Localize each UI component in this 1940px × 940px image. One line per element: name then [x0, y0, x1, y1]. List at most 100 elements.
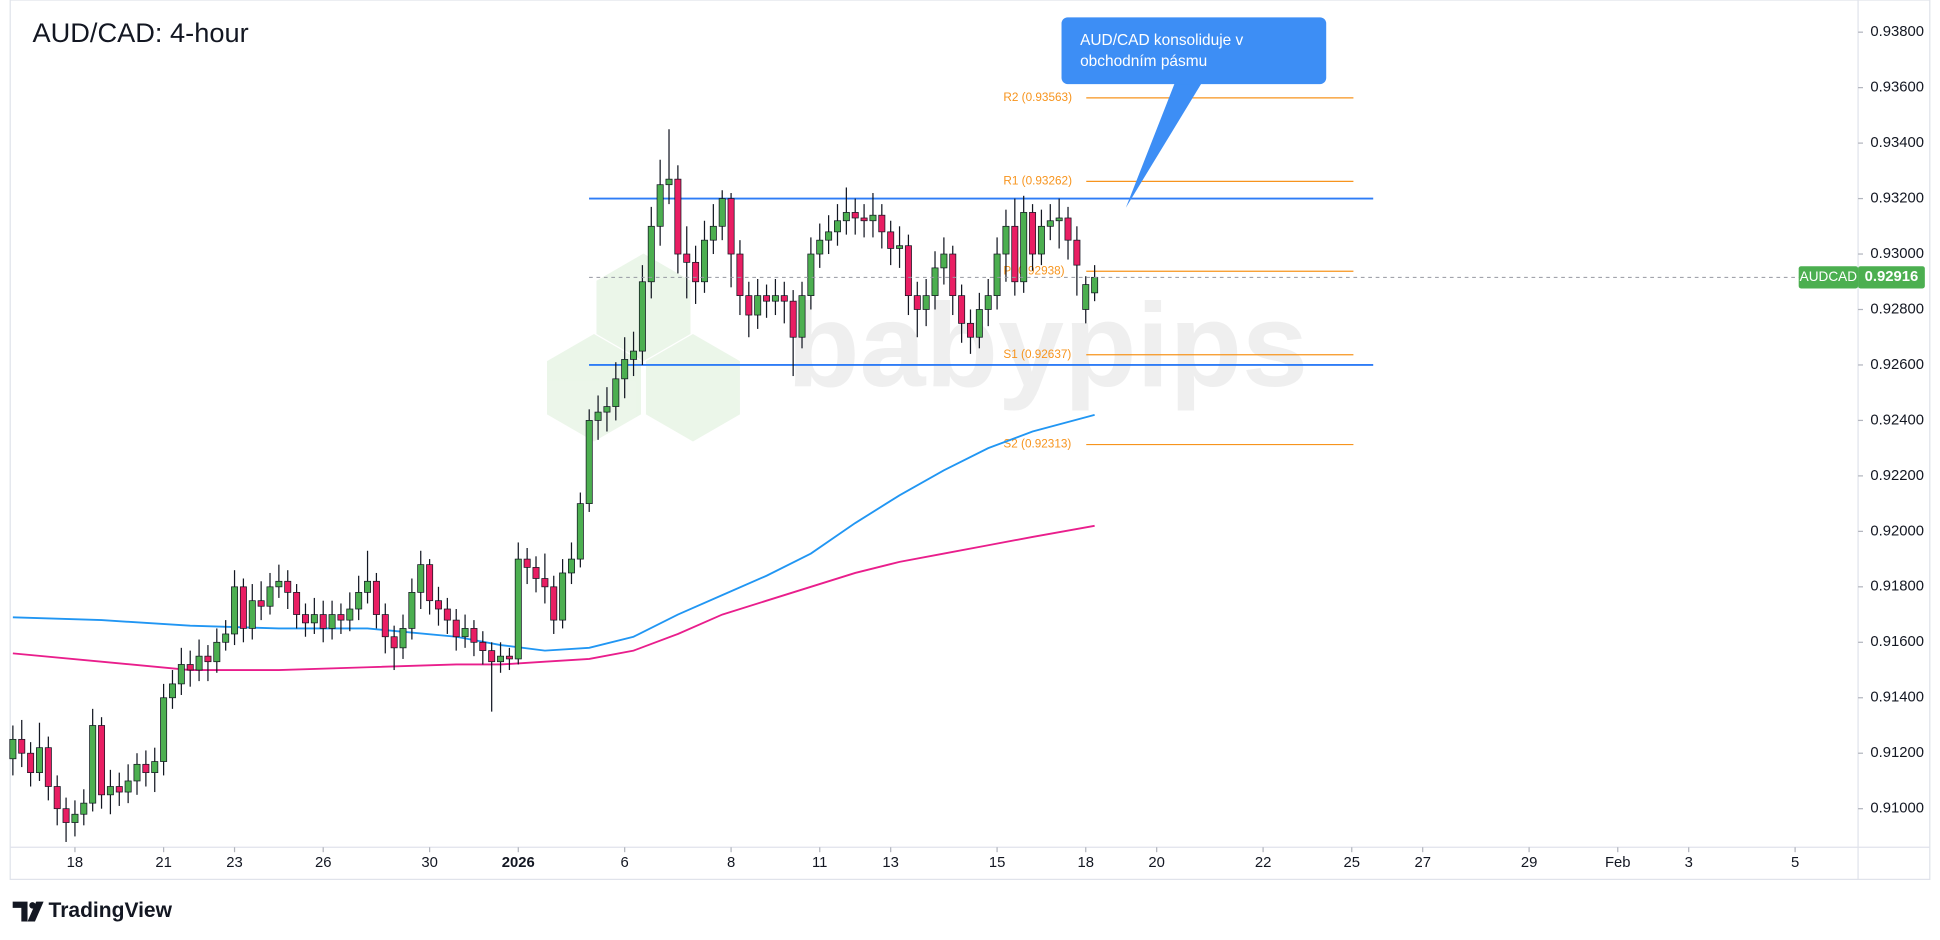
- y-tick-label: 0.91000: [1870, 801, 1924, 817]
- candle-body: [461, 628, 469, 638]
- x-tick-label: 5: [1791, 855, 1799, 871]
- candle-body: [967, 322, 974, 338]
- x-tick-label: 26: [315, 855, 332, 871]
- candle-body: [754, 295, 762, 316]
- candle-body: [168, 683, 176, 699]
- candle-body: [559, 572, 567, 621]
- candle-body: [1011, 225, 1019, 283]
- candle-body: [399, 628, 407, 649]
- x-tick-label: 2026: [502, 855, 535, 871]
- candle-body: [328, 614, 336, 629]
- y-tick-label: 0.92000: [1870, 523, 1924, 539]
- candle-body: [80, 802, 88, 815]
- candle-body: [435, 600, 442, 610]
- callout-box: [1061, 17, 1327, 85]
- candle-body: [630, 350, 638, 360]
- frame: [9, 0, 1931, 881]
- candle-body: [869, 214, 877, 222]
- callout-text: AUD/CAD konsoliduje v: [1080, 32, 1243, 49]
- y-tick-label: 0.92400: [1870, 412, 1924, 428]
- candle-body: [257, 600, 265, 607]
- candle-body: [177, 664, 185, 685]
- candle-body: [470, 628, 478, 643]
- chart-title: AUD/CAD: 4-hour: [32, 17, 248, 48]
- candle-body: [1029, 212, 1037, 255]
- callout-text: obchodním pásmu: [1080, 53, 1207, 70]
- x-tick-label: 25: [1344, 855, 1361, 871]
- candle-body: [302, 614, 309, 624]
- candle-body: [834, 220, 841, 233]
- candle-body: [638, 281, 646, 352]
- price-tag-name: AUDCAD: [1800, 269, 1858, 284]
- candle-body: [550, 586, 558, 621]
- candle-body: [35, 747, 43, 774]
- candle-body: [940, 253, 948, 269]
- candle-body: [505, 655, 513, 660]
- x-tick-label: 13: [882, 855, 899, 871]
- candle-body: [576, 503, 584, 560]
- candle-body: [266, 586, 274, 607]
- candle-body: [807, 253, 815, 297]
- candle-body: [151, 761, 159, 774]
- x-tick-label: 22: [1255, 855, 1271, 871]
- y-tick-label: 0.93600: [1870, 80, 1924, 96]
- y-tick-label: 0.91400: [1870, 690, 1924, 706]
- candle-body: [665, 178, 673, 186]
- y-tick-label: 0.91200: [1870, 745, 1924, 761]
- candle-body: [780, 295, 788, 302]
- candle-body: [186, 664, 194, 671]
- candle-body: [115, 786, 123, 793]
- candle-body: [656, 184, 664, 227]
- candle-body: [727, 198, 735, 255]
- watermark-cube: [645, 333, 740, 442]
- candle-body: [568, 558, 575, 574]
- candle-body: [390, 636, 398, 649]
- watermark-cube: [547, 333, 641, 442]
- candle-body: [931, 267, 939, 297]
- y-tick-label: 0.92800: [1870, 301, 1924, 317]
- x-tick-label: 18: [1078, 855, 1095, 871]
- candle-body: [621, 359, 629, 380]
- candle-body: [452, 619, 460, 638]
- x-tick-label: 18: [67, 855, 84, 871]
- candle-body: [62, 808, 70, 823]
- candle-body: [284, 580, 292, 593]
- candle-body: [585, 420, 593, 504]
- candle-body: [53, 786, 61, 810]
- candle-body: [222, 633, 230, 643]
- candle-body: [1037, 225, 1045, 255]
- candle-body: [160, 697, 168, 762]
- candle-body: [913, 295, 921, 310]
- candle-body: [1020, 212, 1028, 283]
- candle-body: [248, 600, 256, 629]
- candle-body: [355, 592, 363, 610]
- candle-body: [426, 564, 434, 602]
- footer-brand: TradingView: [49, 899, 173, 922]
- pivot-label: R1 (0.93262): [1003, 174, 1072, 187]
- candle-body: [904, 245, 912, 297]
- x-tick-label: 20: [1148, 855, 1165, 871]
- candle-body: [993, 253, 1001, 297]
- candle-body: [860, 217, 868, 222]
- candle-body: [239, 586, 247, 629]
- x-tick-label: Feb: [1605, 855, 1631, 871]
- callout: AUD/CAD konsoliduje v obchodním pásmu: [1061, 17, 1327, 208]
- x-tick-label: 3: [1685, 855, 1693, 871]
- watermark-text: babypips: [787, 280, 1308, 412]
- candle-body: [709, 225, 717, 241]
- candle-body: [896, 245, 904, 249]
- candle-body: [9, 738, 17, 760]
- x-tick-label: 23: [226, 855, 242, 871]
- candle-body: [1091, 276, 1099, 294]
- y-tick-label: 0.91600: [1870, 634, 1924, 650]
- x-tick-label: 8: [727, 855, 735, 871]
- candle-body: [71, 813, 79, 823]
- moving-average: [12, 413, 1095, 652]
- candle-body: [275, 580, 283, 588]
- candle-body: [204, 655, 212, 663]
- candle-body: [842, 212, 850, 222]
- x-tick-label: 29: [1521, 855, 1538, 871]
- price-tag-bg: [1858, 266, 1925, 289]
- price-tag-name-bg: [1798, 266, 1859, 289]
